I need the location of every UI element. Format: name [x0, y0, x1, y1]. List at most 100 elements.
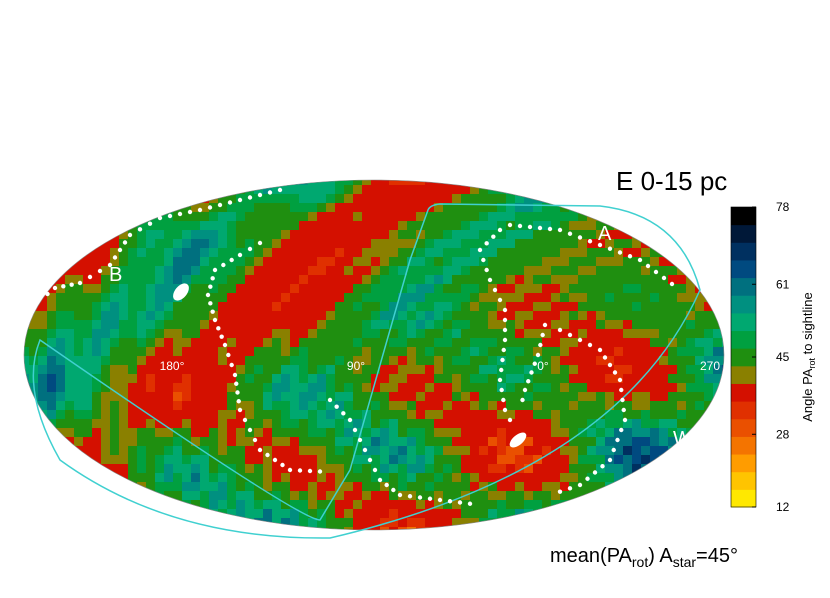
sky-patch: [83, 491, 93, 501]
sky-patch: [407, 185, 417, 195]
sky-patch: [704, 293, 714, 303]
sky-patch: [236, 203, 246, 213]
sky-patch: [533, 338, 543, 348]
sky-patch: [47, 302, 57, 312]
sky-patch: [560, 230, 570, 240]
sky-patch: [371, 248, 381, 258]
sky-patch: [326, 356, 336, 366]
sky-patch: [317, 518, 327, 528]
sky-patch: [47, 491, 57, 501]
sky-patch: [200, 293, 210, 303]
sky-patch: [578, 455, 588, 465]
sky-patch: [155, 311, 165, 321]
track-dot: [600, 464, 605, 469]
sky-patch: [623, 374, 633, 384]
track-dot: [627, 254, 633, 259]
sky-patch: [515, 374, 525, 384]
sky-patch: [479, 401, 489, 411]
sky-patch: [587, 509, 597, 519]
sky-patch: [686, 338, 696, 348]
sky-patch: [677, 401, 687, 411]
sky-patch: [416, 383, 426, 393]
sky-patch: [515, 248, 525, 258]
sky-patch: [425, 293, 435, 303]
sky-patch: [335, 266, 345, 276]
sky-patch: [452, 221, 462, 231]
sky-patch: [497, 527, 507, 530]
sky-patch: [686, 221, 696, 231]
sky-patch: [164, 248, 174, 258]
sky-patch: [272, 329, 282, 339]
sky-patch: [668, 329, 678, 339]
sky-patch: [668, 428, 678, 438]
sky-patch: [128, 491, 138, 501]
sky-patch: [641, 248, 651, 258]
sky-patch: [344, 473, 354, 483]
sky-patch: [587, 311, 597, 321]
sky-patch: [605, 392, 615, 402]
sky-patch: [245, 509, 255, 519]
sky-patch: [110, 518, 120, 528]
sky-patch: [155, 221, 165, 231]
sky-patch: [443, 320, 453, 330]
sky-patch: [542, 284, 552, 294]
sky-patch: [488, 374, 498, 384]
sky-patch: [380, 419, 390, 429]
sky-patch: [56, 383, 66, 393]
sky-patch: [452, 365, 462, 375]
sky-patch: [38, 311, 48, 321]
sky-patch: [623, 527, 633, 530]
sky-patch: [326, 185, 336, 195]
track-dot: [502, 317, 508, 323]
sky-patch: [200, 464, 210, 474]
sky-patch: [425, 437, 435, 447]
sky-patch: [101, 446, 111, 456]
sky-patch: [353, 320, 363, 330]
sky-patch: [290, 248, 300, 258]
sky-patch: [191, 410, 201, 420]
sky-patch: [497, 500, 507, 510]
sky-patch: [623, 482, 633, 492]
sky-patch: [326, 221, 336, 231]
sky-patch: [578, 419, 588, 429]
sky-patch: [110, 338, 120, 348]
sky-patch: [308, 293, 318, 303]
sky-patch: [182, 455, 192, 465]
sky-patch: [713, 482, 723, 492]
sky-patch: [74, 509, 84, 519]
sky-patch: [317, 203, 327, 213]
sky-patch: [227, 383, 237, 393]
sky-patch: [470, 437, 480, 447]
sky-patch: [371, 320, 381, 330]
sky-patch: [686, 311, 696, 321]
sky-patch: [218, 464, 228, 474]
sky-patch: [164, 356, 174, 366]
sky-patch: [434, 446, 444, 456]
sky-patch: [164, 239, 174, 249]
sky-patch: [110, 293, 120, 303]
sky-patch: [470, 329, 480, 339]
sky-patch: [416, 410, 426, 420]
sky-patch: [56, 185, 66, 195]
sky-patch: [227, 410, 237, 420]
sky-patch: [623, 284, 633, 294]
sky-patch: [110, 356, 120, 366]
sky-patch: [164, 527, 174, 530]
sky-patch: [434, 482, 444, 492]
sky-patch: [497, 329, 507, 339]
sky-patch: [299, 302, 309, 312]
sky-patch: [497, 392, 507, 402]
sky-patch: [74, 302, 84, 312]
sky-patch: [317, 365, 327, 375]
sky-patch: [641, 320, 651, 330]
track-dot: [457, 500, 463, 505]
sky-patch: [182, 446, 192, 456]
sky-patch: [200, 491, 210, 501]
sky-patch: [371, 203, 381, 213]
sky-patch: [362, 221, 372, 231]
sky-patch: [623, 410, 633, 420]
sky-patch: [695, 491, 705, 501]
sky-patch: [533, 221, 543, 231]
sky-patch: [263, 473, 273, 483]
sky-patch: [650, 257, 660, 267]
